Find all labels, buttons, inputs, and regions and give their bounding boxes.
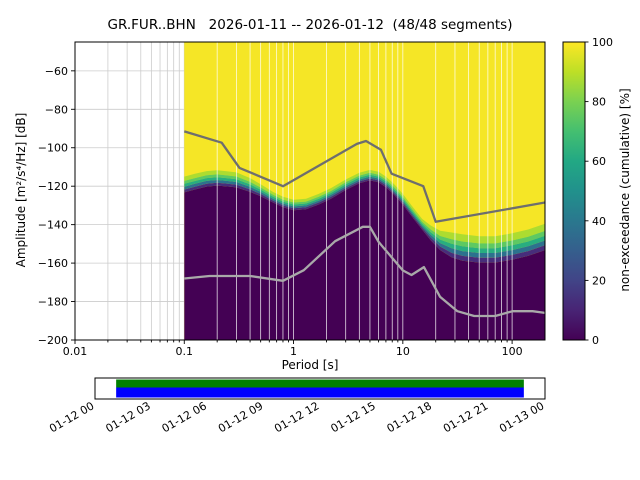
colorbar-tick-label: 100 (592, 36, 613, 49)
x-axis-label: Period [s] (281, 358, 339, 372)
colorbar-label: non-exceedance (cumulative) [%] (618, 88, 632, 292)
y-tick-label: −200 (38, 334, 68, 347)
y-tick-label: −120 (38, 180, 68, 193)
x-tick-label: 10 (396, 345, 410, 358)
transition-band-strip (184, 169, 545, 244)
time-tick-label: 01-12 06 (160, 399, 209, 435)
time-tick-labels: 01-12 00 01-12 03 01-12 06 01-12 09 01-12 12… (47, 399, 546, 435)
colorbar: 0 20 40 60 80 100 (562, 36, 613, 347)
colorbar-tick-label: 40 (592, 215, 606, 228)
time-tick-label: 01-12 15 (328, 399, 377, 435)
time-tick-label: 01-12 18 (385, 399, 434, 435)
availability-top-stripe (116, 379, 524, 388)
colorbar-gradient (562, 41, 586, 341)
low-noise-model-line (184, 225, 545, 318)
ppsd-heatmap (184, 42, 545, 340)
high-noise-model-line (183, 130, 545, 223)
grid-lines-over-heatmap (216, 42, 513, 340)
y-axis-label: Amplitude [m²/s⁴/Hz] [dB] (14, 112, 28, 268)
x-tick-label: 0.1 (176, 345, 194, 358)
time-tick-label: 01-12 12 (272, 399, 321, 435)
colorbar-tick-label: 60 (592, 155, 606, 168)
x-tick-label: 1 (290, 345, 297, 358)
y-tick-label: −60 (45, 65, 68, 78)
time-tick-label: 01-12 09 (216, 399, 265, 435)
availability-bar (94, 377, 546, 400)
x-tick-labels: 0.01 0.1 1 10 100 (63, 345, 523, 358)
axes-frame (74, 41, 546, 341)
colorbar-tick-label: 80 (592, 96, 606, 109)
axis-ticks (71, 70, 513, 344)
y-tick-label: −100 (38, 142, 68, 155)
time-tick-label: 01-12 00 (47, 399, 96, 435)
colorbar-tick-label: 20 (592, 274, 606, 287)
noise-model-lines (183, 130, 545, 318)
y-tick-label: −160 (38, 257, 68, 270)
y-tick-label: −140 (38, 219, 68, 232)
x-tick-label: 100 (502, 345, 523, 358)
time-tick-label: 01-12 03 (103, 399, 152, 435)
time-tick-label: 01-13 00 (497, 399, 546, 435)
colorbar-tick-label: 0 (592, 334, 599, 347)
y-tick-label: −80 (45, 103, 68, 116)
y-tick-labels: −60 −80 −100 −120 −140 −160 −180 −200 (38, 65, 68, 347)
figure-title: GR.FUR..BHN 2026-01-11 -- 2026-01-12 (48… (107, 17, 513, 33)
time-tick-label: 01-12 21 (441, 399, 490, 435)
availability-bottom-stripe (116, 387, 524, 398)
y-tick-label: −180 (38, 296, 68, 309)
x-tick-label: 0.01 (63, 345, 88, 358)
